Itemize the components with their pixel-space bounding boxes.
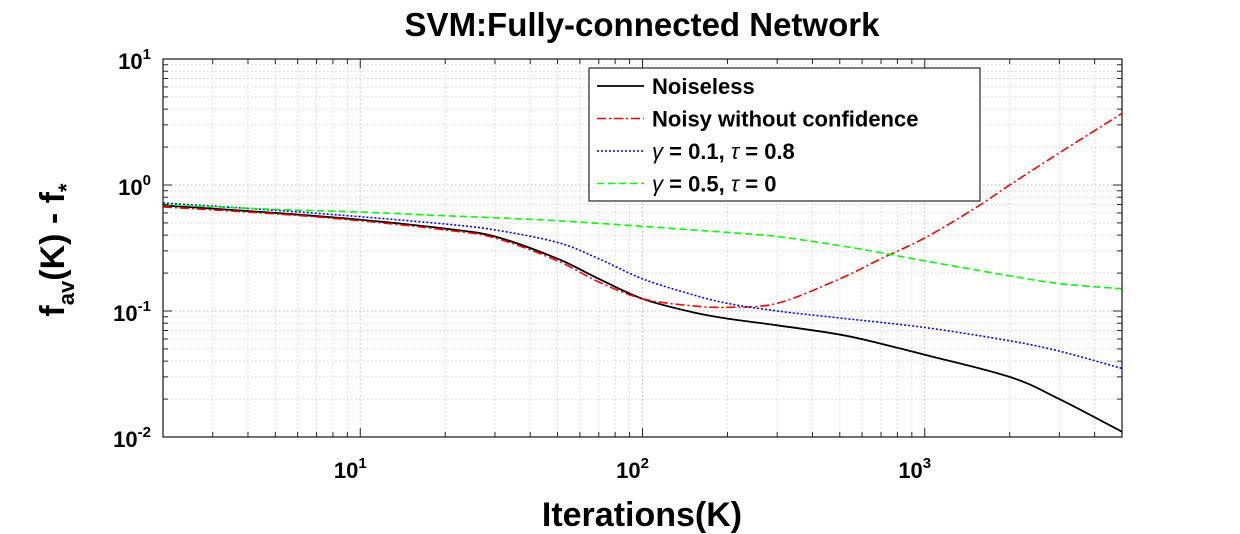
- y-tick-labels: 10-2 10-1 100 101: [113, 46, 151, 452]
- series-line-2: [162, 112, 1123, 309]
- x-tick-label: 102: [616, 455, 649, 483]
- y-axis-label-text: fav(K) - f*: [34, 183, 79, 317]
- y-tick-label: 10-2: [113, 424, 151, 452]
- legend: Noiseless Noisy without confidence γ = 0.1…: [588, 67, 981, 202]
- legend-label: Noisy without confidence: [652, 107, 918, 132]
- y-tick-label: 100: [118, 172, 151, 200]
- x-tick-labels: 101 102 103: [334, 455, 931, 483]
- legend-box: [588, 67, 981, 202]
- y-tick-label: 101: [118, 46, 151, 74]
- major-grid: [163, 58, 1122, 438]
- x-axis-label: Iterations(K): [542, 496, 742, 534]
- legend-label: Noiseless: [652, 74, 755, 99]
- minor-grid: [162, 59, 1123, 437]
- chart-title: SVM:Fully-connected Network: [405, 6, 881, 43]
- tick-marks: [162, 58, 1123, 438]
- x-tick-label: 103: [898, 455, 931, 483]
- y-tick-label: 10-1: [113, 298, 151, 326]
- legend-label: γ = 0.1, τ = 0.8: [652, 139, 795, 164]
- legend-label: γ = 0.5, τ = 0: [652, 172, 776, 197]
- y-axis-label: fav(K) - f*: [34, 183, 79, 317]
- series-line-1: [162, 204, 1123, 433]
- x-tick-label: 101: [334, 455, 367, 483]
- series-layer: [162, 112, 1123, 433]
- series-line-3: [162, 202, 1123, 370]
